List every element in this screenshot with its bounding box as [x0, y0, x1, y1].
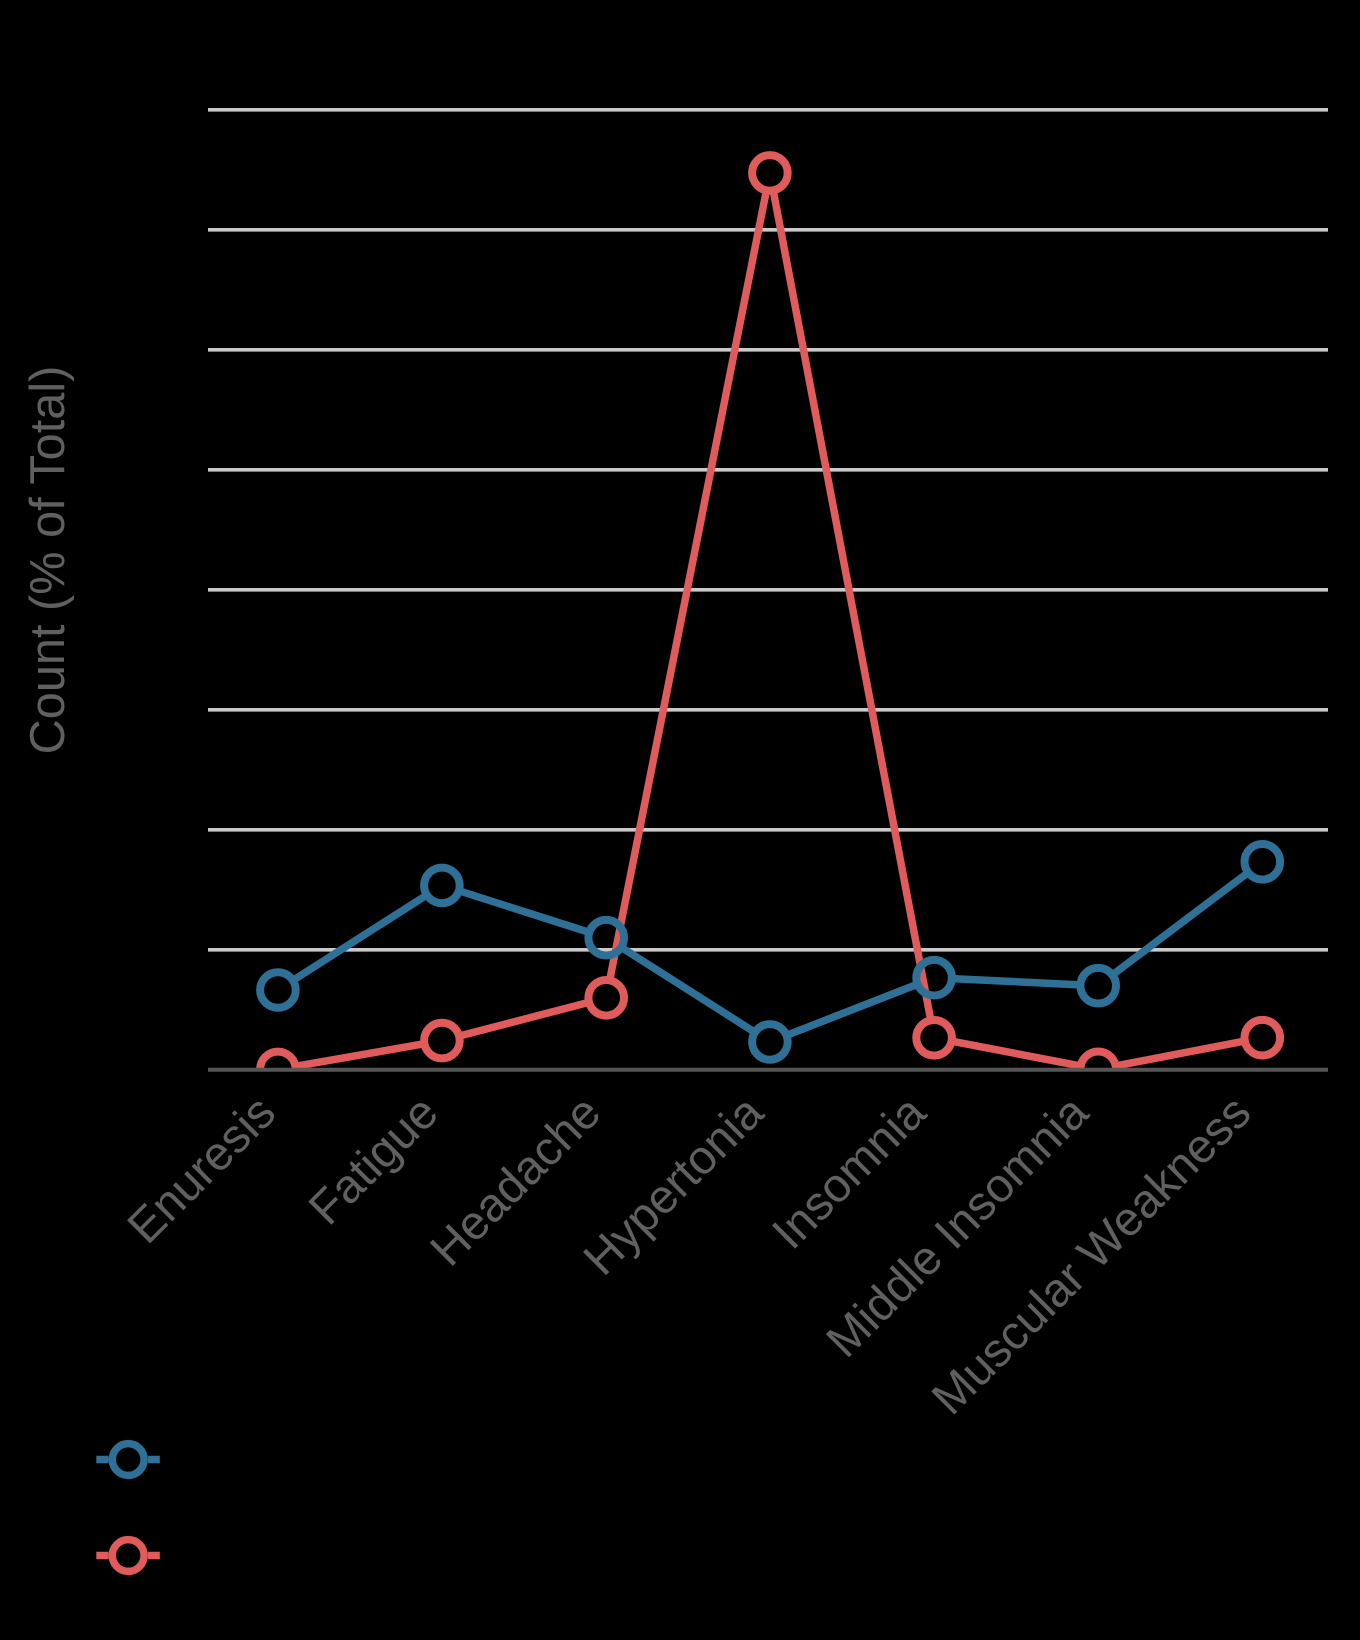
svg-text:Count (% of Total): Count (% of Total)	[21, 366, 75, 755]
